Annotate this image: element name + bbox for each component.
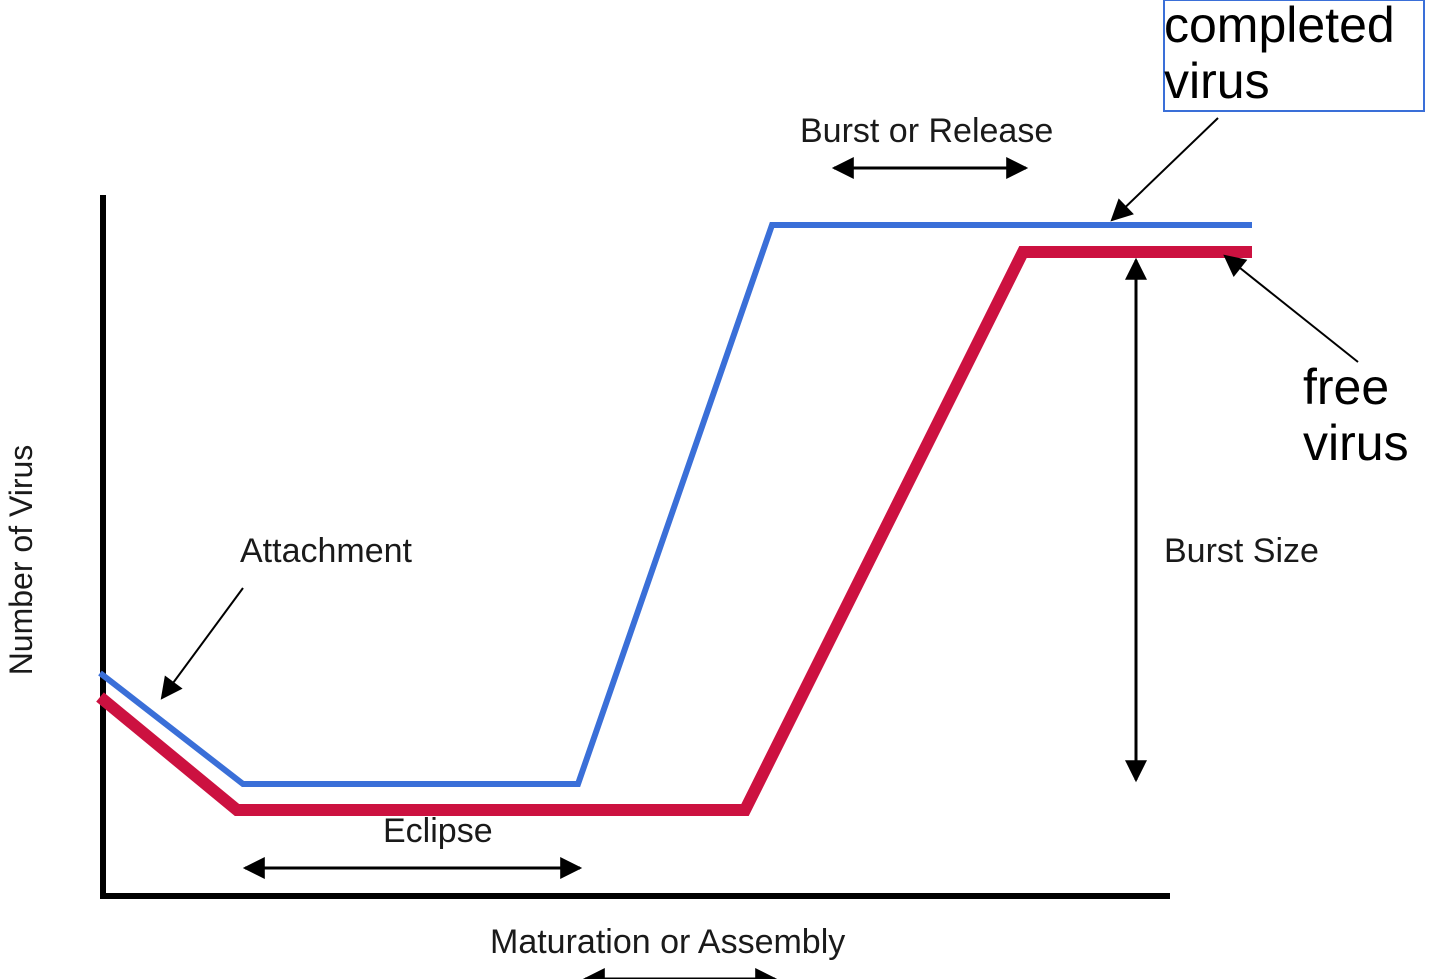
- completed-virus-curve: [98, 222, 1252, 787]
- attachment-label: Attachment: [240, 532, 413, 570]
- y-axis-label: Number of Virus: [3, 445, 39, 676]
- attachment-arrow: [160, 587, 244, 700]
- eclipse-label: Eclipse: [383, 812, 493, 850]
- completed-virus-label-line2: virus: [1164, 53, 1270, 109]
- free-virus-label-line1: free: [1303, 359, 1389, 415]
- free-virus-label-line2: virus: [1303, 415, 1409, 471]
- maturation-label: Maturation or Assembly: [490, 923, 845, 961]
- free-virus-pointer-arrow: [1223, 254, 1359, 363]
- free-virus-curve: [96, 246, 1252, 816]
- completed-virus-callout-box: [1163, 0, 1425, 112]
- completed-virus-pointer-arrow: [1110, 117, 1219, 222]
- burst-size-label: Burst Size: [1164, 532, 1319, 570]
- burst-or-release-label: Burst or Release: [800, 112, 1053, 150]
- completed-virus-label-line1: completed: [1164, 0, 1395, 53]
